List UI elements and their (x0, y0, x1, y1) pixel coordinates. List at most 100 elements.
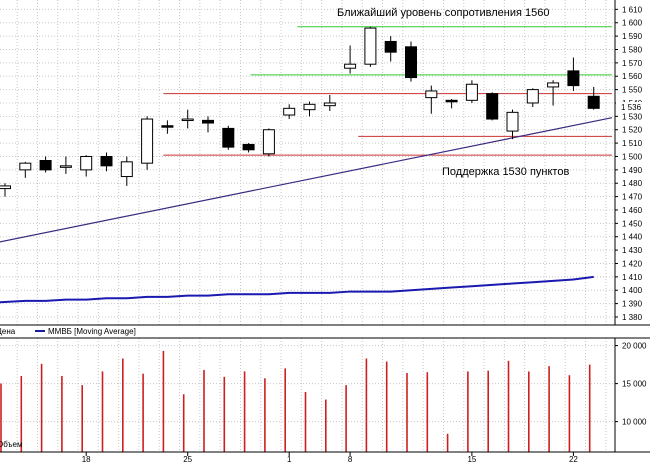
candle-body (405, 46, 417, 79)
trendline (0, 117, 613, 243)
support-annotation: Поддержка 1530 пунктов (442, 166, 569, 178)
price-tick-label: 1 580 (622, 45, 643, 54)
price-tick-label: 1 440 (622, 233, 643, 242)
candle-body (425, 90, 438, 99)
candle-body (303, 103, 316, 111)
candle-body (567, 70, 580, 87)
candle-body (19, 162, 32, 171)
candle-body (80, 155, 93, 171)
x-tick-label: 1 (287, 455, 292, 464)
candle (344, 45, 357, 74)
candle (242, 143, 255, 153)
x-tick-label: 15 (467, 455, 476, 464)
moving-average-line (0, 275, 594, 304)
candle (141, 116, 154, 170)
candle (547, 80, 560, 106)
price-tick-label: 1 600 (622, 19, 643, 28)
candle (364, 26, 377, 67)
x-tick-label: 22 (569, 455, 578, 464)
candle (323, 94, 336, 112)
price-tick-label: 1 390 (622, 300, 643, 309)
x-tick-label: 18 (82, 455, 91, 464)
candle-body (384, 40, 397, 53)
candle-body (0, 185, 11, 190)
candle-body (100, 155, 113, 167)
candle-body (39, 159, 52, 171)
candle (526, 88, 539, 107)
candle (100, 152, 113, 172)
resistance-annotation: Ближайший уровень сопротивления 1560 (337, 7, 549, 19)
candle-body (547, 82, 560, 88)
price-tick-label: 1 510 (622, 139, 643, 148)
candle (283, 104, 296, 120)
price-grid (0, 0, 615, 325)
x-ticks: 18 25 1 8 15 22 (82, 452, 578, 464)
candle (262, 128, 275, 157)
candle (39, 156, 52, 173)
candle (0, 183, 11, 197)
candle (19, 161, 32, 178)
legend-volume-label: Объем (0, 440, 23, 449)
legend-ma-label: ММВБ [Moving Average] (48, 327, 136, 336)
candle-body (242, 143, 255, 151)
price-tick-label: 1 480 (622, 179, 643, 188)
candle-body (120, 161, 133, 178)
candle-body (506, 111, 519, 132)
candle-body (141, 118, 154, 164)
candle-body (587, 95, 600, 109)
candles-layer (0, 26, 600, 197)
candle (486, 92, 499, 121)
price-tick-label: 1 410 (622, 273, 643, 282)
price-tick-label: 1 470 (622, 193, 643, 202)
candle-body (222, 127, 235, 148)
candle-body (323, 102, 336, 107)
candle-body (465, 83, 478, 101)
candle-body (161, 125, 174, 128)
volume-tick-label: 20 000 (622, 342, 647, 351)
candle-body (283, 107, 296, 116)
price-tick-label: 1 550 (622, 86, 643, 95)
candle (120, 156, 133, 186)
price-tick-label: 1 430 (622, 246, 643, 255)
price-tick-label: 1 530 (622, 112, 643, 121)
price-tick-label: 1 450 (622, 219, 643, 228)
candle (161, 120, 174, 134)
candle (425, 85, 438, 114)
candle (181, 109, 194, 129)
candle-body (344, 63, 357, 69)
trendline-layer (0, 117, 613, 243)
candle (567, 57, 580, 91)
candle-body (59, 165, 72, 168)
price-tick-label: 1 380 (622, 313, 643, 322)
price-tick-label: 1 490 (622, 166, 643, 175)
candle (445, 98, 458, 109)
candle (587, 86, 600, 110)
candle (405, 41, 417, 82)
price-tick-label: 1 590 (622, 32, 643, 41)
x-tick-label: 25 (183, 455, 192, 464)
candle (506, 109, 519, 140)
volume-bars-layer (0, 350, 591, 452)
price-tick-label: 1 570 (622, 59, 643, 68)
candle (80, 155, 93, 177)
candle (202, 116, 214, 133)
volume-tick-label: 15 000 (622, 380, 647, 389)
price-tick-label: 1 400 (622, 286, 643, 295)
candle-body (486, 93, 499, 120)
candle (222, 125, 235, 150)
candle (303, 101, 316, 117)
candle (465, 80, 478, 103)
price-tick-label: 1 520 (622, 126, 643, 135)
candle-body (202, 119, 214, 124)
candle-body (526, 89, 539, 104)
candle (59, 156, 72, 174)
candle-body (262, 129, 275, 155)
price-tick-label: 1 500 (622, 152, 643, 161)
candle-body (445, 99, 458, 103)
candle (384, 36, 397, 62)
legend-price-label: Цена (0, 327, 16, 336)
candle-body (364, 27, 377, 65)
price-tick-label: 1 420 (622, 259, 643, 268)
